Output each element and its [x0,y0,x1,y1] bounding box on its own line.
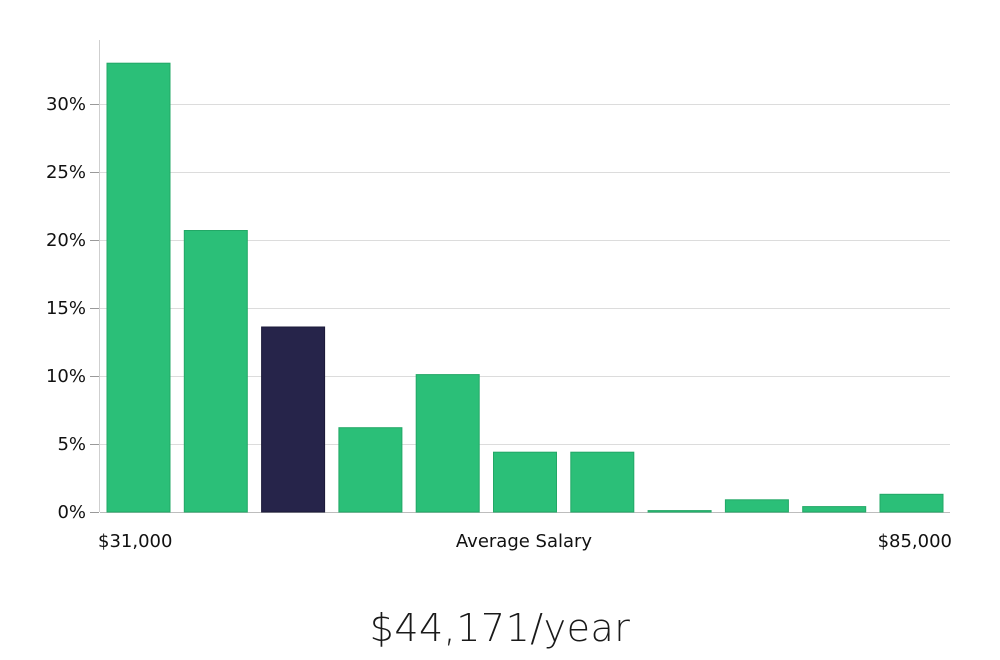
bar [338,427,403,513]
y-axis-ticks: 0% 5% 10% 15% 20% 25% 30% [46,94,99,523]
y-tick-label: 0% [57,502,86,523]
y-tick-label: 20% [46,230,86,251]
bar [106,62,171,513]
bar-highlighted [261,326,326,513]
y-tick-label: 5% [57,434,86,455]
bar [183,230,248,513]
bar [724,499,789,513]
salary-histogram: 0% 5% 10% 15% 20% 25% 30% $31,000 Average Sala… [46,40,952,552]
bar [493,451,557,513]
bars [106,62,944,513]
x-axis-title: Average Salary [456,531,593,552]
y-tick-label: 30% [46,94,86,115]
x-min-label: $31,000 [98,531,172,552]
bar [570,451,635,513]
x-max-label: $85,000 [878,531,952,552]
bar [415,374,480,513]
bar [879,493,944,513]
average-salary-headline: $44,171/year [369,606,631,650]
y-tick-label: 25% [46,162,86,183]
y-tick-label: 10% [46,366,86,387]
bar [802,506,867,513]
bar [647,510,712,513]
y-tick-label: 15% [46,298,86,319]
